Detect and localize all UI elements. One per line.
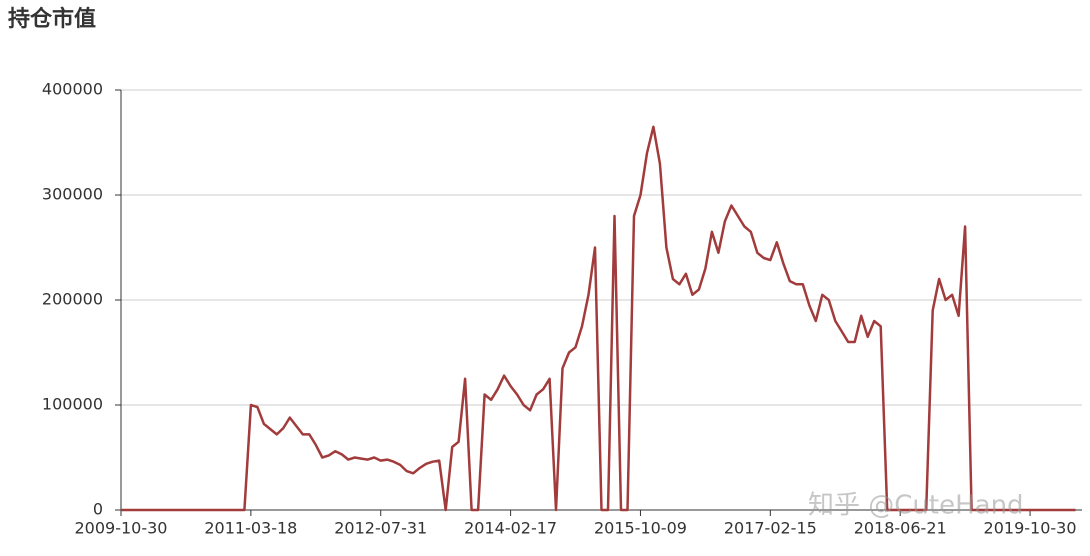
x-tick-label: 2019-10-30	[984, 519, 1077, 538]
y-tick-label: 100000	[42, 395, 103, 414]
x-tick-label: 2015-10-09	[594, 519, 687, 538]
y-tick-label: 0	[93, 500, 103, 519]
y-tick-label: 200000	[42, 290, 103, 309]
x-tick-label: 2009-10-30	[75, 519, 168, 538]
y-tick-label: 300000	[42, 185, 103, 204]
x-tick-label: 2011-03-18	[204, 519, 297, 538]
x-tick-label: 2017-02-15	[724, 519, 817, 538]
x-tick-label: 2018-06-21	[854, 519, 947, 538]
watermark: 知乎 @CuteHand	[808, 491, 1024, 521]
x-tick-label: 2014-02-17	[464, 519, 557, 538]
line	[121, 125, 1076, 512]
x-tick-label: 2012-07-31	[334, 519, 427, 538]
chart-title: 持仓市值	[8, 6, 96, 32]
y-tick-label: 400000	[42, 80, 103, 99]
